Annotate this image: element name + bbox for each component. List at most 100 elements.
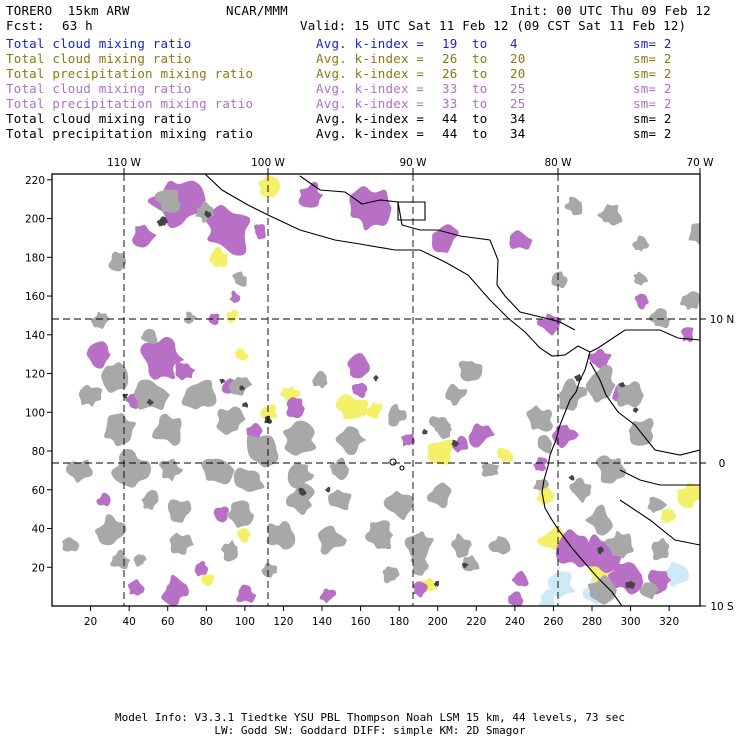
coastline [541,351,623,606]
coastline [397,201,426,221]
dark-core [632,407,639,413]
y-tick-label: 40 [32,524,45,536]
y-tick-label: 180 [25,252,45,264]
layer-kindex-label: Avg. k-index = [316,36,425,51]
coastline [589,361,700,456]
gray-cloud-patch [597,204,623,226]
dark-core [325,486,331,493]
x-tick-label: 160 [351,616,371,628]
dark-core [242,401,249,408]
gray-cloud-patch [382,566,400,584]
gray-cloud-patch [152,413,182,446]
layer-kindex-to-word: to [472,126,488,141]
x-tick-label: 200 [428,616,448,628]
gray-cloud-patch [616,381,644,408]
gray-cloud-patch [488,536,511,555]
gray-cloud-patch [537,435,552,454]
layer-kindex-to-word: to [472,51,488,66]
layer-kindex-from: 33 [442,81,458,96]
coastline [399,465,405,471]
violet-patch [161,574,189,606]
x-tick-label: 40 [122,616,135,628]
dark-core [422,428,428,435]
violet-patch [351,382,368,398]
gray-cloud-patch [104,413,136,447]
x-tick-label: 60 [161,616,174,628]
gray-cloud-patch [587,575,617,605]
init-time: Init: 00 UTC Thu 09 Feb 12 [510,3,711,18]
gray-cloud-patch [169,532,194,555]
gray-cloud-patch [558,378,587,411]
precip-field-layer [62,175,700,606]
lon-label: 80 W [544,157,572,169]
x-tick-label: 80 [200,616,213,628]
light-blue-patch [538,588,555,606]
gray-cloud-patch [404,531,434,561]
violet-patch [431,224,459,253]
dark-core [568,474,575,481]
layer-kindex-to-word: to [472,36,488,51]
layer-field-name: Total cloud mixing ratio [6,81,192,96]
gray-cloud-patch [585,364,616,403]
y-tick-label: 220 [25,175,45,187]
layer-smoothing: sm= 2 [633,111,672,126]
gray-cloud-patch [632,235,650,252]
layer-kindex-from: 44 [442,111,458,126]
gray-cloud-patch [329,457,350,481]
dark-core [204,210,212,218]
coastline-layer [204,174,700,606]
model-info-line1: Model Info: V3.3.1 Tiedtke YSU PBL Thomp… [115,711,625,724]
layer-smoothing: sm= 2 [633,66,672,81]
x-tick-label: 240 [505,616,525,628]
violet-patch [508,591,524,606]
gray-cloud-patch [445,383,468,406]
layer-kindex-from: 26 [442,66,458,81]
x-tick-label: 220 [466,616,486,628]
layer-kindex-from: 44 [442,126,458,141]
gray-cloud-patch [133,379,170,410]
org-label: NCAR/MMM [226,3,288,18]
violet-patch [286,397,305,419]
coastline [619,469,700,486]
violet-patch [236,584,257,603]
dark-core [373,375,379,382]
yellow-patch [677,482,700,509]
gray-cloud-patch [651,537,670,561]
y-tick-label: 100 [25,407,45,419]
dark-core [219,378,226,384]
lat-label: 0 [719,458,726,470]
gray-cloud-patch [133,554,147,567]
yellow-patch [226,309,239,325]
violet-patch [86,341,111,369]
violet-patch [229,290,241,303]
y-tick-label: 160 [25,291,45,303]
layer-kindex-label: Avg. k-index = [316,81,425,96]
layer-kindex-to: 25 [510,96,526,111]
layer-kindex-from: 26 [442,51,458,66]
layer-kindex-label: Avg. k-index = [316,96,425,111]
yellow-patch [258,175,280,198]
gray-cloud-patch [533,479,550,491]
gray-cloud-patch [569,477,592,503]
violet-patch [552,424,579,449]
valid-time: Valid: 15 UTC Sat 11 Feb 12 (09 CST Sat … [300,18,687,33]
gray-cloud-patch [91,311,110,329]
model-info-line2: LW: Godd SW: Goddard DIFF: simple KM: 2D… [214,724,526,737]
gray-cloud-patch [461,555,480,572]
violet-patch [246,422,263,440]
dark-core [156,216,168,227]
violet-patch [634,293,649,310]
layer-kindex-label: Avg. k-index = [316,126,425,141]
gray-cloud-patch [101,362,129,393]
gray-cloud-patch [564,196,583,216]
lat-label: 10 N [710,314,735,326]
violet-patch [349,186,392,231]
y-tick-label: 120 [25,369,45,381]
violet-patch [347,353,370,379]
gray-cloud-patch [595,455,627,484]
gray-cloud-patch [184,311,197,324]
violet-patch [511,570,529,587]
y-tick-label: 60 [32,485,45,497]
gray-cloud-patch [65,459,93,483]
lon-label: 110 W [107,157,141,169]
